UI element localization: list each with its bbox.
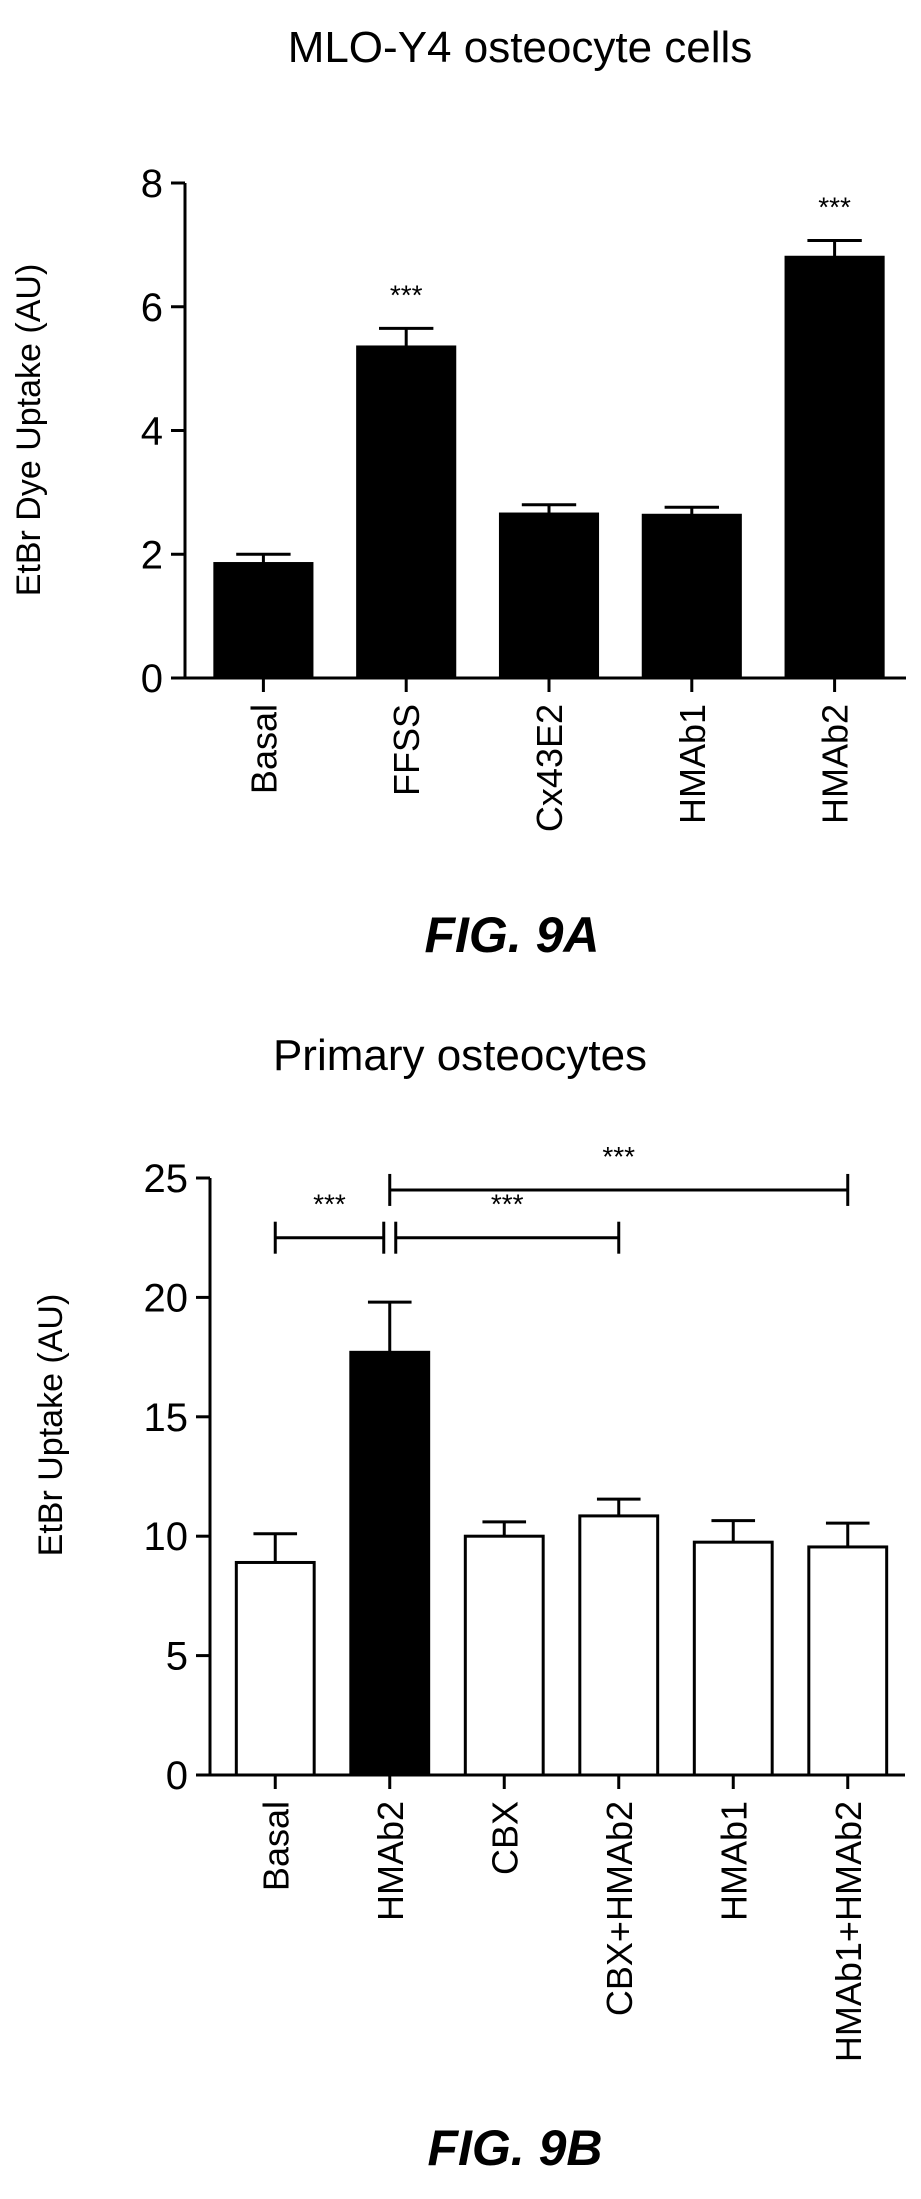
chart-title: MLO-Y4 osteocyte cells [288, 23, 753, 72]
y-tick-label: 2 [141, 533, 163, 577]
x-tick-label: Basal [255, 1801, 296, 1891]
x-tick-label: HMAb2 [370, 1801, 411, 1921]
y-axis-label: EtBr Dye Uptake (AU) [10, 264, 48, 597]
y-tick-label: 5 [166, 1635, 188, 1679]
significance-label: *** [602, 1141, 635, 1172]
bar [692, 1540, 774, 1777]
bar [213, 562, 314, 680]
y-tick-label: 8 [141, 162, 163, 206]
chart-9a: MLO-Y4 osteocyte cells EtBr Dye Uptake (… [10, 23, 906, 963]
x-tick-label: FFSS [386, 704, 427, 796]
x-tick-label: Basal [243, 704, 284, 794]
x-tick-label: HMAb1+HMAb2 [828, 1801, 869, 2062]
y-axis-label: EtBr Uptake (AU) [32, 1294, 70, 1557]
significance-label: *** [491, 1189, 524, 1220]
bar [234, 1560, 316, 1777]
significance-label: *** [313, 1189, 346, 1220]
plot-area: 0 2 4 6 8 Basal FFSS Cx43E2 HMAb1 HMAb2 *** *** [141, 162, 906, 832]
bar [807, 1545, 889, 1777]
bar [349, 1350, 431, 1777]
y-tick-label: 0 [166, 1754, 188, 1798]
x-tick-label: HMAb1 [672, 704, 713, 824]
y-tick-label: 4 [141, 410, 163, 454]
x-tick-label: CBX+HMAb2 [599, 1801, 640, 2016]
x-tick-label: HMAb1 [713, 1801, 754, 1921]
plot-area: 0 5 10 15 20 25 Basal HMAb2 CBX CBX+HMAb2 HMAb1 HMA… [144, 1141, 905, 2062]
y-tick-label: 20 [144, 1276, 189, 1320]
bar [463, 1534, 545, 1777]
y-tick-label: 15 [144, 1396, 189, 1440]
chart-9b: Primary osteocytes EtBr Uptake (AU) 0 5 10… [32, 1031, 905, 2176]
x-tick-label: HMAb2 [815, 704, 856, 824]
y-tick-label: 6 [141, 286, 163, 330]
bar [356, 345, 457, 680]
x-tick-label: CBX [484, 1801, 525, 1875]
y-tick-label: 25 [144, 1157, 189, 1201]
bar [578, 1514, 660, 1777]
significance-label: *** [818, 192, 851, 223]
bar [641, 513, 742, 680]
bar [784, 255, 885, 680]
figure-label: FIG. 9A [424, 907, 599, 963]
significance-label: *** [390, 279, 423, 310]
bar [498, 512, 600, 680]
chart-title: Primary osteocytes [273, 1031, 647, 1080]
y-tick-label: 10 [144, 1515, 189, 1559]
figure-label: FIG. 9B [427, 2120, 602, 2176]
x-tick-label: Cx43E2 [529, 704, 570, 832]
y-tick-label: 0 [141, 657, 163, 701]
